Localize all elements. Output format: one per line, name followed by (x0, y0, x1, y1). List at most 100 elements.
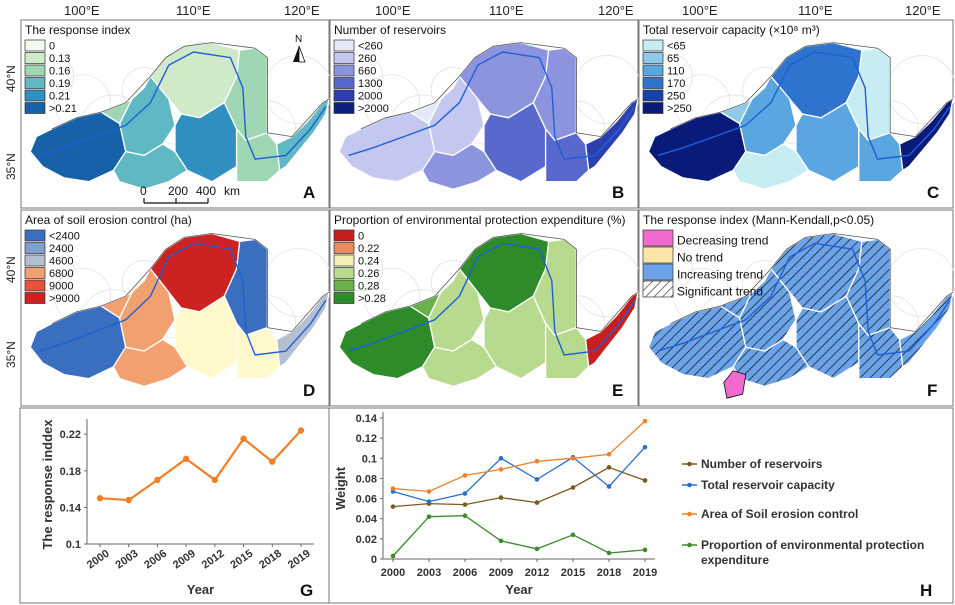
yellow-river-line (657, 51, 951, 160)
data-point (534, 477, 540, 482)
legend-label: 2400 (49, 243, 73, 255)
charts: 0.1 0.14 0.18 0.22 2000 2003 2006 2009 2012 2015 2… (40, 412, 932, 600)
x-tick-label: 2009 (489, 567, 513, 579)
legend-label: 0.28 (358, 281, 379, 293)
lon-label: 100°E (375, 3, 411, 18)
data-point (426, 499, 432, 504)
legend-label: >0.28 (358, 293, 386, 305)
data-point (606, 484, 612, 489)
legend-label: 0.21 (49, 91, 70, 103)
legend-label: Area of Soil erosion control (701, 507, 858, 521)
legend-label: 110 (667, 66, 685, 78)
basin-region (427, 267, 485, 352)
series-line (392, 515, 646, 557)
data-point (426, 514, 432, 519)
scale-label: 400 (196, 184, 216, 198)
legend-label: 260 (358, 53, 376, 65)
scale-bar: 0 200 400 km (140, 184, 240, 204)
x-tick-label: 2018 (597, 567, 621, 579)
decreasing-trend-region (723, 370, 747, 399)
legend-label: 170 (667, 78, 685, 90)
data-point (96, 495, 104, 502)
scale-unit: km (224, 184, 240, 198)
legend-swatch (333, 229, 355, 242)
y-tick-label: 0.04 (356, 514, 378, 526)
north-arrow-half (293, 46, 299, 62)
panel-title: Proportion of environmental protection e… (334, 213, 626, 227)
data-point (297, 427, 305, 434)
lon-label: 110°E (489, 3, 524, 18)
data-point (642, 418, 648, 424)
map-panel-f: The response index (Mann-Kendall,p<0.05)… (638, 209, 955, 407)
lon-label: 100°E (682, 3, 718, 18)
data-point (498, 538, 504, 544)
legend-swatch (333, 39, 355, 52)
data-point (642, 547, 648, 553)
data-point (606, 465, 612, 470)
legend-swatch (24, 229, 46, 242)
legend-label: No trend (677, 251, 723, 265)
legend-swatch (642, 246, 674, 264)
data-point (462, 502, 468, 507)
x-tick-label: 2019 (633, 567, 657, 579)
map-panel-d: Area of soil erosion control (ha) <240024… (20, 209, 333, 407)
legend-swatch (333, 254, 355, 267)
yellow-river-line (39, 51, 327, 160)
data-point (642, 444, 648, 450)
legend-swatch (642, 102, 664, 114)
data-point (534, 500, 540, 505)
x-axis-title: Year (505, 582, 532, 597)
panel-letter: F (927, 381, 937, 400)
basin-border (360, 233, 639, 332)
basin-border (51, 42, 330, 138)
legend-swatch (333, 279, 355, 292)
y-tick-label: 0.1 (66, 539, 81, 551)
legend-swatch (642, 280, 674, 298)
data-point (211, 476, 219, 484)
scale-label: 200 (168, 184, 188, 198)
data-point (125, 496, 132, 504)
x-tick-label: 2015 (561, 567, 585, 579)
data-point (269, 458, 276, 465)
legend-label: 9000 (49, 281, 73, 293)
legend-label: 0.24 (358, 256, 379, 268)
legend-label: <260 (358, 41, 383, 53)
scale-label: 0 (140, 184, 147, 198)
legend-swatch (24, 89, 46, 102)
legend-label: >0.21 (49, 103, 77, 115)
legend-swatch (642, 39, 664, 52)
legend-label: <65 (667, 41, 686, 53)
data-point (570, 455, 576, 461)
data-point (390, 553, 396, 559)
series-line (99, 429, 302, 502)
basin-region (421, 338, 498, 388)
lon-label: 110°E (176, 3, 211, 18)
legend-swatch (642, 229, 674, 247)
x-axis-title: Year (187, 582, 214, 597)
lat-label: 35°N (4, 153, 18, 180)
legend-label: Number of reservoirs (701, 457, 823, 471)
data-point (606, 451, 612, 457)
legend-label: >2000 (358, 103, 389, 115)
map-panel-a: The response index00.130.160.190.21>0.21… (20, 19, 333, 209)
legend-marker (687, 461, 692, 467)
data-point (570, 532, 576, 538)
y-axis-title: The response inddex (40, 419, 55, 550)
map-panels: The response index00.130.160.190.21>0.21… (20, 19, 955, 407)
basin-region (738, 267, 797, 352)
y-axis-title: Weight (333, 466, 348, 510)
legend-swatch (333, 242, 355, 254)
legend-label: 0 (49, 41, 55, 53)
legend-label: Total reservoir capacity (701, 478, 835, 492)
legend-marker (687, 542, 692, 548)
basin-border (360, 42, 639, 138)
legend-swatch (24, 52, 46, 64)
panel-frame (329, 209, 639, 407)
basin-border (670, 233, 954, 332)
legend-label: 0.16 (49, 66, 70, 78)
data-point (462, 473, 468, 478)
legend-label: 4600 (49, 256, 73, 268)
legend-swatch (333, 77, 355, 89)
panel-letter: C (927, 183, 939, 202)
basin-region (738, 75, 797, 157)
